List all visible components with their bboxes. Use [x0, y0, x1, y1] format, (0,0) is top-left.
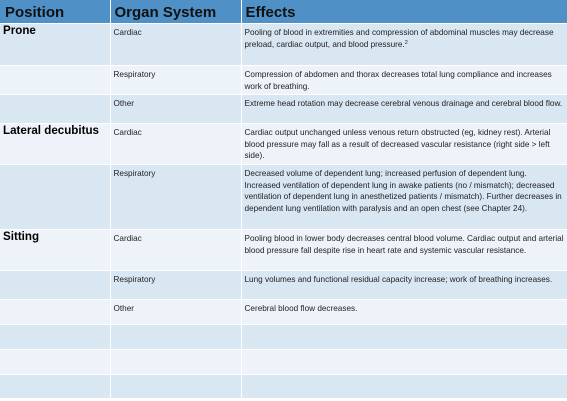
header-position: Position: [0, 0, 111, 24]
position-cell: Sitting: [0, 229, 111, 271]
effect-cell: Extreme head rotation may decrease cereb…: [241, 94, 567, 124]
effect-cell: Pooling of blood in extremities and comp…: [241, 23, 567, 66]
position-cell: Lateral decubitus: [0, 123, 111, 165]
table-row: Respiratory Lung volumes and functional …: [0, 270, 567, 300]
table-row: Sitting Cardiac Pooling blood in lower b…: [0, 229, 567, 271]
empty-row: [0, 349, 567, 375]
effect-cell: Cerebral blood flow decreases.: [241, 299, 567, 325]
effect-cell: Decreased volume of dependent lung; incr…: [241, 164, 567, 230]
organ-system-cell: Cardiac: [110, 123, 242, 165]
position-cell: [0, 94, 111, 124]
table-row: Respiratory Compression of abdomen and t…: [0, 65, 567, 95]
position-cell: [0, 299, 111, 325]
effect-cell: Pooling blood in lower body decreases ce…: [241, 229, 567, 271]
effect-text: Pooling of blood in extremities and comp…: [244, 28, 554, 49]
effect-cell: Lung volumes and functional residual cap…: [241, 270, 567, 300]
empty-row: [0, 324, 567, 350]
position-cell: [0, 65, 111, 95]
position-cell: Prone: [0, 23, 111, 66]
organ-system-cell: Respiratory: [110, 164, 242, 230]
empty-cell: [110, 324, 242, 350]
empty-cell: [110, 374, 242, 399]
header-effects: Effects: [241, 0, 567, 24]
empty-cell: [241, 374, 567, 399]
organ-system-cell: Other: [110, 94, 242, 124]
position-cell: [0, 164, 111, 230]
table-row: Prone Cardiac Pooling of blood in extrem…: [0, 23, 567, 66]
organ-system-cell: Respiratory: [110, 65, 242, 95]
table-row: Other Cerebral blood flow decreases.: [0, 299, 567, 325]
empty-row: [0, 374, 567, 399]
empty-cell: [110, 349, 242, 375]
organ-system-cell: Cardiac: [110, 229, 242, 271]
table-row: Other Extreme head rotation may decrease…: [0, 94, 567, 124]
footnote-ref: 2: [404, 39, 408, 46]
table-row: Respiratory Decreased volume of dependen…: [0, 164, 567, 230]
empty-cell: [0, 324, 111, 350]
position-cell: [0, 270, 111, 300]
table-header-row: Position Organ System Effects: [0, 0, 567, 24]
effect-cell: Compression of abdomen and thorax decrea…: [241, 65, 567, 95]
organ-system-cell: Cardiac: [110, 23, 242, 66]
effect-cell: Cardiac output unchanged unless venous r…: [241, 123, 567, 165]
header-organ-system: Organ System: [110, 0, 242, 24]
organ-system-cell: Respiratory: [110, 270, 242, 300]
empty-cell: [241, 324, 567, 350]
empty-cell: [0, 374, 111, 399]
empty-cell: [0, 349, 111, 375]
table-row: Lateral decubitus Cardiac Cardiac output…: [0, 123, 567, 165]
empty-cell: [241, 349, 567, 375]
organ-system-cell: Other: [110, 299, 242, 325]
